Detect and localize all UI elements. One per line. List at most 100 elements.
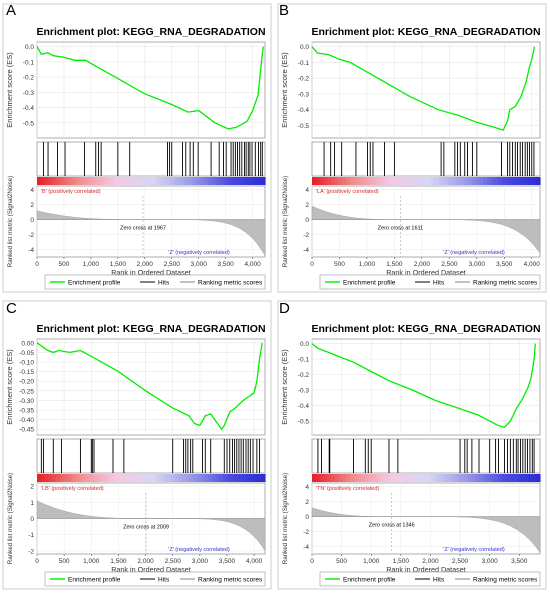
heat-bar-segment: [334, 474, 340, 482]
heat-bar-segment: [342, 177, 347, 185]
heat-bar-segment: [223, 177, 228, 185]
x-tick-label: 3,000: [191, 261, 208, 268]
heat-bar-segment: [517, 474, 522, 482]
heat-bar-segment: [211, 474, 217, 482]
heat-bar-segment: [173, 177, 179, 185]
heat-bar-segment: [166, 177, 171, 185]
panel-b: B Enrichment plot: KEGG_RNA_DEGRADATION 0…: [275, 0, 550, 296]
heat-bar-segment: [52, 474, 57, 482]
chart-title: Enrichment plot: KEGG_RNA_DEGRADATION: [311, 26, 540, 38]
heat-bar-segment: [505, 177, 511, 185]
heat-bar-segment: [147, 474, 152, 482]
metric-tick-label: -2: [28, 232, 34, 239]
heat-bar-segment: [418, 177, 423, 185]
x-tick-label: 2,000: [137, 558, 154, 565]
heat-bar-segment: [101, 177, 106, 185]
es-tick-label: -0.3: [298, 91, 310, 98]
x-tick-label: 3,500: [511, 558, 528, 565]
heat-bar-segment: [189, 177, 194, 185]
heat-bar-segment: [399, 177, 404, 185]
panel-frame: [2, 300, 272, 590]
panel-frame: [2, 3, 272, 293]
heat-bar-segment: [208, 474, 213, 482]
heat-bar-segment: [185, 474, 190, 482]
heat-bar-segment: [380, 474, 385, 482]
heat-bar-segment: [437, 177, 442, 185]
es-tick-label: -0.2: [23, 75, 35, 82]
heat-bar-segment: [475, 474, 480, 482]
es-tick-label: 0.00: [21, 340, 34, 347]
heat-bar-segment: [445, 474, 450, 482]
heat-bar-segment: [78, 177, 84, 185]
x-tick-label: 2,000: [422, 558, 439, 565]
metric-tick-label: 2: [30, 484, 34, 491]
es-tick-label: 0.0: [25, 44, 34, 51]
heat-bar-segment: [521, 177, 526, 185]
heat-bar-segment: [242, 177, 247, 185]
heat-bar-segment: [467, 474, 473, 482]
heat-bar-segment: [521, 474, 526, 482]
heat-bar-segment: [67, 177, 72, 185]
x-tick-label: 2,500: [441, 261, 458, 268]
heat-bar-segment: [448, 177, 454, 185]
heat-bar-segment: [200, 177, 205, 185]
heat-bar-segment: [170, 177, 175, 185]
positive-correlation-label: 'B' (positively correlated): [41, 189, 101, 195]
heat-bar-segment: [403, 474, 408, 482]
heat-bar-segment: [109, 177, 114, 185]
es-line: [36, 342, 263, 431]
positive-correlation-label: 'TN' (positively correlated): [316, 486, 379, 492]
es-tick-label: -0.1: [298, 357, 310, 364]
heat-bar-segment: [170, 474, 175, 482]
negative-correlation-label: 'Z' (negatively correlated): [168, 547, 230, 553]
heat-bar-segment: [399, 474, 404, 482]
heat-bar-segment: [524, 474, 530, 482]
heat-bar-segment: [323, 177, 328, 185]
heat-bar-segment: [479, 474, 484, 482]
legend-hits-label: Hits: [158, 577, 170, 584]
heat-bar-segment: [238, 177, 243, 185]
heat-bar-segment: [532, 474, 537, 482]
legend-metric-label: Ranking metric scores: [473, 577, 538, 584]
heat-bar-segment: [200, 474, 205, 482]
heat-bar-segment: [173, 474, 179, 482]
panel-letter: C: [6, 300, 17, 317]
heat-bar-segment: [59, 177, 65, 185]
heat-bar-segment: [94, 474, 99, 482]
heat-bar-segment: [376, 177, 381, 185]
heat-bar-segment: [441, 474, 446, 482]
metric-tick-label: 4: [30, 187, 34, 194]
heat-bar-segment: [372, 177, 378, 185]
heat-bar-segment: [448, 474, 454, 482]
heat-bar-segment: [388, 474, 393, 482]
metric-y-axis-label: Ranked list metric (Signal2Noise): [7, 473, 14, 564]
heat-bar-segment: [158, 474, 163, 482]
heat-bar-segment: [97, 474, 103, 482]
heat-bar-segment: [369, 177, 374, 185]
heat-bar-segment: [234, 177, 239, 185]
heat-bar-segment: [528, 177, 533, 185]
heat-bar-segment: [422, 474, 427, 482]
metric-y-axis-label: Ranked list metric (Signal2Noise): [282, 473, 289, 564]
heat-bar-segment: [132, 474, 137, 482]
es-tick-label: -0.5: [298, 419, 310, 426]
heat-bar-segment: [128, 474, 133, 482]
heat-bar-segment: [429, 474, 435, 482]
heat-bar-segment: [456, 474, 461, 482]
heat-bar-segment: [410, 474, 416, 482]
heat-bar-segment: [486, 474, 492, 482]
heat-bar-segment: [37, 177, 42, 185]
heat-bar-segment: [350, 177, 355, 185]
heat-bar-segment: [132, 177, 137, 185]
heat-bar-segment: [86, 177, 91, 185]
positive-correlation-label: 'LA' (positively correlated): [316, 189, 379, 195]
heat-bar-segment: [410, 177, 416, 185]
x-tick-label: 1,500: [393, 558, 410, 565]
heat-bar-segment: [151, 474, 156, 482]
x-tick-label: 2,500: [165, 558, 182, 565]
x-tick-label: 4,000: [244, 261, 261, 268]
heat-bar-segment: [498, 177, 503, 185]
heat-bar-segment: [391, 474, 397, 482]
heat-bar-segment: [135, 177, 141, 185]
